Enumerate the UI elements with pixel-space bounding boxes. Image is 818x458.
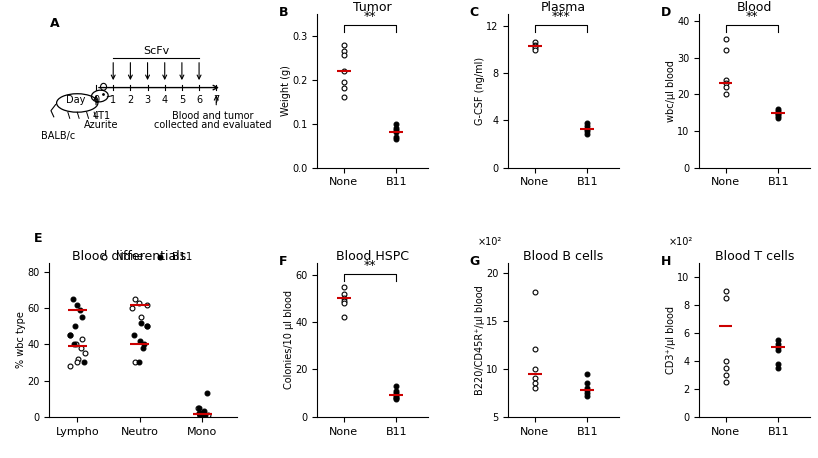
Title: Blood T cells: Blood T cells [715,250,794,263]
Text: 5: 5 [179,94,185,104]
Y-axis label: G-CSF (ng/ml): G-CSF (ng/ml) [475,57,485,125]
Text: 4: 4 [162,94,168,104]
Legend: None, B11: None, B11 [89,248,197,267]
Y-axis label: wbc/μl blood: wbc/μl blood [666,60,676,121]
Text: F: F [279,255,287,268]
Text: E: E [34,232,43,245]
Text: A: A [50,17,60,30]
Title: Blood HSPC: Blood HSPC [336,250,409,263]
Text: collected and evaluated: collected and evaluated [154,120,272,130]
Text: 0: 0 [93,94,99,104]
Text: BALB/c: BALB/c [42,131,75,141]
Y-axis label: % wbc type: % wbc type [16,311,25,368]
Y-axis label: B220/CD45R⁺/μl blood: B220/CD45R⁺/μl blood [475,285,485,395]
Y-axis label: Weight (g): Weight (g) [281,65,291,116]
Text: 7: 7 [213,94,219,104]
Text: ScFv: ScFv [143,46,169,56]
Y-axis label: CD3⁺/μl blood: CD3⁺/μl blood [666,306,676,374]
Text: Blood and tumor: Blood and tumor [172,111,254,120]
Text: ×10²: ×10² [478,237,501,247]
Title: Blood: Blood [737,1,772,14]
Text: **: ** [364,259,376,272]
Text: ***: *** [551,10,570,23]
Text: 6: 6 [196,94,202,104]
Text: **: ** [746,10,758,23]
Text: H: H [661,255,671,268]
Text: 4T1: 4T1 [92,111,110,120]
Text: D: D [661,6,671,19]
Text: 2: 2 [128,94,133,104]
Text: Azurite: Azurite [84,120,119,130]
Text: B: B [279,6,288,19]
Title: Blood B cells: Blood B cells [524,250,604,263]
Text: G: G [470,255,480,268]
Text: 1: 1 [110,94,116,104]
Text: **: ** [364,10,376,23]
Title: Tumor: Tumor [353,1,392,14]
Text: Blood differentials: Blood differentials [64,250,187,263]
Text: 3: 3 [145,94,151,104]
Text: Day: Day [66,94,86,104]
Y-axis label: Colonies/10 μl blood: Colonies/10 μl blood [284,290,294,389]
Text: ×10²: ×10² [668,237,693,247]
Title: Plasma: Plasma [541,1,587,14]
Text: C: C [470,6,479,19]
